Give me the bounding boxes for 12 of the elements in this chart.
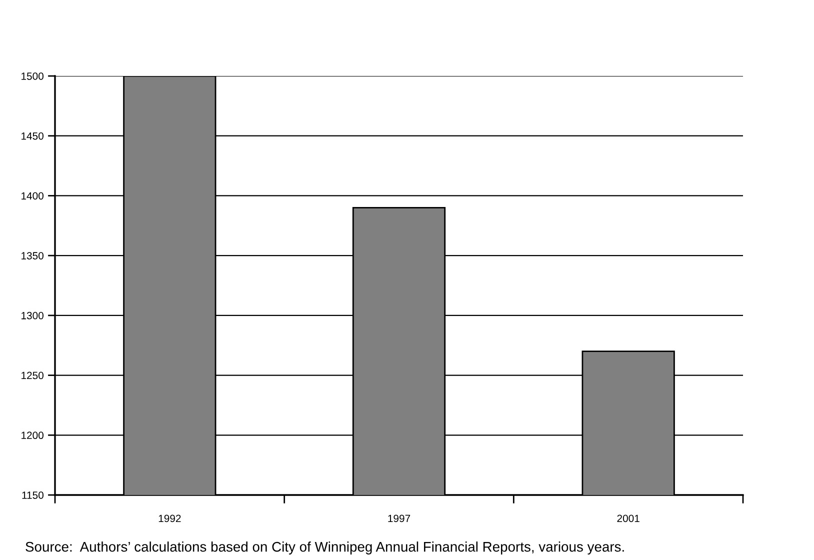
y-tick-label: 1500 (22, 72, 44, 80)
x-tick-label: 1997 (388, 514, 410, 522)
y-tick-label: 1400 (22, 192, 44, 200)
y-tick-label: 1450 (22, 132, 44, 140)
x-tick-label: 1992 (158, 514, 181, 522)
y-tick-label: 1300 (22, 312, 44, 320)
y-tick-label: 1250 (22, 372, 44, 380)
y-tick-label: 1150 (22, 492, 44, 499)
y-tick-label: 1350 (22, 252, 44, 260)
y-tick-label: 1200 (22, 432, 44, 440)
x-tick-label: 2001 (617, 514, 640, 522)
source-note: Source: Authors’ calculations based on City of Winnipeg Annual Financial Reports, various years. (26, 542, 624, 554)
